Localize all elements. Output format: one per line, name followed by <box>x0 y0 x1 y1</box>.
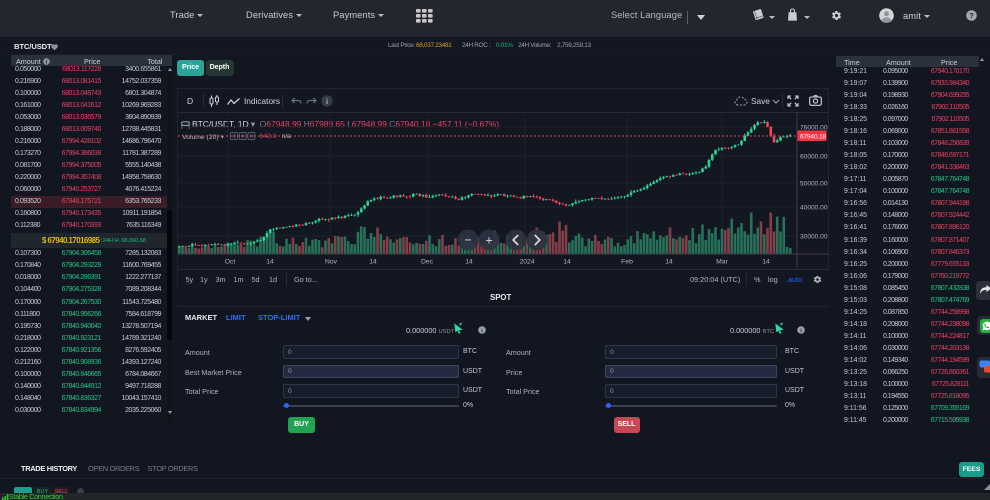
svg-text:+: + <box>485 233 492 247</box>
svg-text:i: i <box>45 59 47 64</box>
svg-text:14: 14 <box>762 259 770 266</box>
svg-text:14: 14 <box>266 259 274 266</box>
svg-text:Feb: Feb <box>621 259 633 266</box>
svg-text:2024: 2024 <box>519 259 534 266</box>
svg-text:−: − <box>464 233 471 247</box>
svg-text:60000.00: 60000.00 <box>800 154 828 161</box>
svg-text:67940.18: 67940.18 <box>800 133 826 140</box>
svg-text:Nov: Nov <box>325 259 338 266</box>
svg-text:Dec: Dec <box>421 259 434 266</box>
svg-text:Mar: Mar <box>716 259 728 266</box>
svg-text:50000.00: 50000.00 <box>800 181 828 188</box>
svg-text:14: 14 <box>369 259 377 266</box>
svg-text:76000.00: 76000.00 <box>800 125 828 132</box>
svg-text:40000.00: 40000.00 <box>800 205 828 212</box>
svg-text:30000.00: 30000.00 <box>800 234 828 241</box>
svg-text:14: 14 <box>665 259 673 266</box>
svg-text:?: ? <box>969 11 974 20</box>
svg-text:14: 14 <box>563 259 571 266</box>
svg-text:i: i <box>326 97 329 106</box>
svg-text:i: i <box>481 328 483 334</box>
svg-text:i: i <box>800 328 802 334</box>
svg-text:Oct: Oct <box>225 259 236 266</box>
svg-text:14: 14 <box>465 259 473 266</box>
